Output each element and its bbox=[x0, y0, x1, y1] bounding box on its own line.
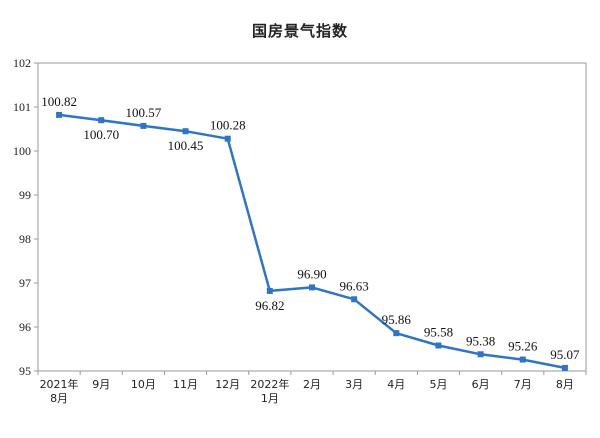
data-label: 95.38 bbox=[466, 333, 495, 348]
data-point bbox=[309, 284, 315, 291]
data-points-layer bbox=[56, 111, 568, 371]
y-tick-label: 95 bbox=[19, 364, 31, 378]
data-point bbox=[224, 135, 231, 142]
series-line-layer bbox=[58, 113, 566, 370]
y-tick-label: 98 bbox=[19, 232, 31, 246]
data-label: 96.82 bbox=[255, 298, 284, 313]
data-label: 100.28 bbox=[210, 118, 246, 133]
y-tick-label: 101 bbox=[13, 100, 31, 114]
data-point bbox=[351, 296, 358, 303]
data-label: 100.57 bbox=[126, 105, 162, 120]
data-point bbox=[266, 287, 273, 294]
x-tick-label: 3月 bbox=[345, 378, 363, 391]
y-tick-label: 102 bbox=[13, 56, 31, 70]
x-tick-label: 7月 bbox=[514, 378, 532, 391]
data-point bbox=[393, 330, 400, 337]
data-point bbox=[140, 122, 147, 129]
x-tick-label: 8月 bbox=[50, 392, 68, 405]
x-tick-label: 4月 bbox=[387, 378, 405, 391]
x-tick-label: 1月 bbox=[261, 392, 279, 405]
x-tick-label: 11月 bbox=[173, 378, 198, 391]
x-tick-label: 12月 bbox=[215, 378, 240, 391]
x-tick-label: 2021年 bbox=[40, 377, 79, 391]
x-tick-label: 2月 bbox=[303, 378, 321, 391]
data-point bbox=[519, 356, 526, 363]
data-point bbox=[56, 111, 63, 118]
x-tick-label: 8月 bbox=[556, 378, 574, 391]
plot-frame bbox=[37, 62, 587, 372]
y-tick-label: 100 bbox=[13, 144, 31, 158]
data-point bbox=[435, 342, 442, 349]
data-label: 95.07 bbox=[550, 347, 580, 362]
data-point bbox=[477, 351, 484, 358]
data-label: 100.45 bbox=[168, 138, 204, 153]
y-tick-label: 96 bbox=[19, 320, 31, 334]
x-tick-label: 2022年 bbox=[250, 377, 289, 391]
series-line bbox=[58, 113, 566, 370]
data-labels-layer: 100.82 100.70 100.57 100.45 100.28 96.82 96.90… bbox=[41, 94, 580, 362]
data-label: 95.26 bbox=[508, 339, 538, 354]
y-tick-label: 99 bbox=[19, 188, 31, 202]
chart-title: 国房景气指数 bbox=[251, 22, 348, 40]
data-point bbox=[182, 128, 189, 135]
data-label: 95.86 bbox=[382, 312, 412, 327]
y-tick-label: 97 bbox=[19, 276, 31, 290]
data-label: 95.58 bbox=[424, 324, 453, 339]
x-tick-label: 6月 bbox=[472, 378, 490, 391]
data-point bbox=[98, 117, 105, 124]
data-label: 96.63 bbox=[340, 278, 369, 293]
data-label: 100.82 bbox=[41, 94, 77, 109]
data-point bbox=[561, 364, 568, 371]
x-tick-label: 5月 bbox=[429, 378, 447, 391]
data-label: 100.70 bbox=[83, 127, 119, 142]
data-label: 96.90 bbox=[297, 266, 326, 281]
x-tick-label: 10月 bbox=[131, 378, 156, 391]
x-tick-label: 9月 bbox=[92, 378, 110, 391]
